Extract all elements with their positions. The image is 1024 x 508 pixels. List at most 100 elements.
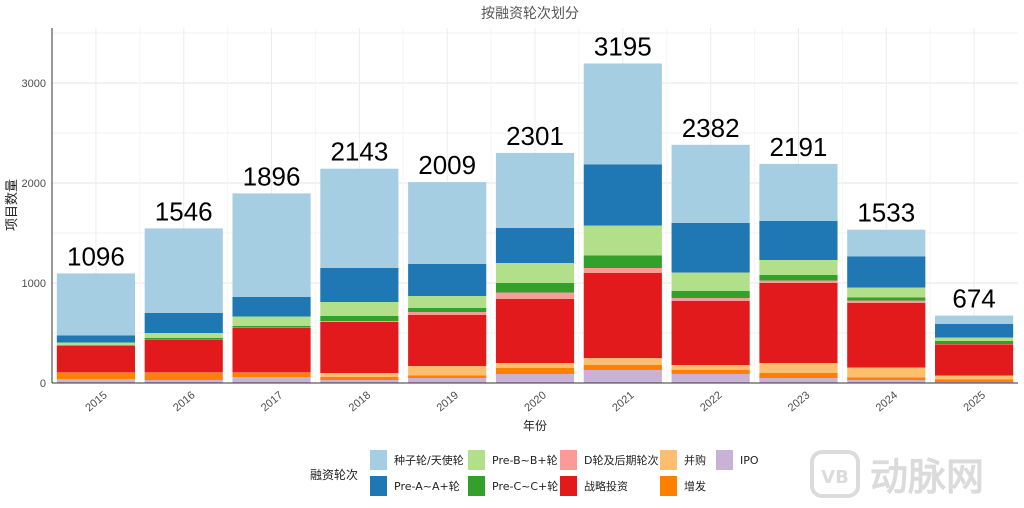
legend-label: 战略投资 — [584, 479, 628, 493]
bar-segment-2019-5 — [408, 308, 487, 312]
bar-segment-2025-8 — [935, 315, 1014, 324]
x-tick-label: 2016 — [171, 389, 197, 414]
x-tick-label: 2022 — [698, 389, 724, 414]
bar-segment-2015-3 — [56, 346, 135, 373]
watermark-logo: VB 动脉网 — [810, 450, 984, 499]
bar-segment-2015-1 — [56, 373, 135, 379]
bar-segment-2018-3 — [320, 322, 399, 373]
bar-segment-2019-2 — [408, 366, 487, 376]
bar-segment-2016-1 — [144, 373, 223, 380]
bar-segment-2019-6 — [408, 296, 487, 308]
bar-segment-2020-8 — [495, 152, 575, 228]
legend-label: IPO — [740, 454, 759, 467]
bar-segment-2016-2 — [144, 372, 223, 373]
bar-segment-2022-0 — [671, 374, 750, 383]
bar-segment-2018-2 — [320, 373, 399, 377]
watermark-icon — [810, 450, 860, 498]
y-tick-label: 2000 — [22, 178, 46, 190]
bar-segment-2023-0 — [759, 378, 838, 383]
bar-segment-2024-6 — [847, 287, 926, 298]
bar-segment-2017-2 — [232, 372, 311, 373]
bar-segment-2024-7 — [847, 256, 926, 288]
bar-segment-2017-3 — [232, 328, 311, 373]
bar-segment-2024-0 — [847, 380, 926, 383]
bar-segment-2019-0 — [408, 378, 487, 383]
bar-segment-2018-8 — [320, 168, 399, 268]
bar-segment-2021-2 — [583, 358, 662, 365]
bar-segment-2018-7 — [320, 268, 399, 302]
x-tick-label: 2019 — [435, 389, 461, 414]
legend-swatch — [560, 450, 577, 470]
bar-segment-2015-5 — [56, 345, 135, 346]
bar-segment-2017-8 — [232, 193, 311, 297]
bar-segment-2019-7 — [408, 264, 487, 296]
legend-swatch — [370, 450, 387, 470]
bar-segment-2022-5 — [671, 291, 750, 298]
bar-segment-2022-2 — [671, 365, 750, 370]
x-tick-label: 2018 — [347, 389, 373, 414]
bar-segment-2020-7 — [495, 228, 575, 263]
bar-segment-2016-3 — [144, 339, 223, 373]
legend-swatch — [560, 476, 577, 496]
bar-segment-2021-7 — [583, 164, 662, 226]
bar-segment-2020-3 — [495, 299, 575, 363]
x-tick-label: 2025 — [961, 389, 987, 414]
x-tick-label: 2015 — [83, 389, 109, 414]
bar-segment-2024-3 — [847, 303, 926, 368]
bar-segment-2024-5 — [847, 297, 926, 301]
total-label: 1533 — [857, 198, 915, 228]
bar-segment-2020-6 — [495, 263, 575, 283]
bar-segment-2016-5 — [144, 338, 223, 339]
bar-segment-2024-8 — [847, 229, 926, 257]
x-axis-label: 年份 — [523, 419, 547, 433]
legend: 融资轮次 种子轮/天使轮 Pre-A~A+轮 Pre-B~B+轮 Pre-C~C+轮 D… — [310, 450, 759, 496]
bar-segment-2017-0 — [232, 377, 311, 383]
bar-segment-2020-1 — [495, 368, 575, 374]
bar-segment-2016-4 — [144, 339, 223, 340]
bar-segment-2022-8 — [671, 144, 750, 223]
bar-segment-2019-8 — [408, 182, 487, 264]
total-label: 2009 — [418, 150, 476, 180]
legend-swatch — [468, 476, 485, 496]
bar-segment-2020-2 — [495, 363, 575, 368]
bar-segment-2021-1 — [583, 365, 662, 370]
bar-segment-2024-2 — [847, 367, 926, 378]
x-tick-label: 2021 — [610, 389, 636, 414]
legend-label: Pre-C~C+轮 — [492, 479, 558, 493]
bar-segment-2021-8 — [583, 63, 662, 165]
bar-segment-2015-8 — [56, 273, 135, 336]
x-tick-label: 2020 — [522, 389, 548, 414]
x-tick-label: 2017 — [259, 389, 285, 414]
bar-segment-2015-7 — [56, 335, 135, 343]
legend-label: 并购 — [684, 453, 706, 467]
legend-label: 增发 — [684, 479, 706, 493]
y-tick-label: 3000 — [22, 78, 46, 90]
legend-label: D轮及后期轮次 — [584, 453, 658, 467]
bar-segment-2023-2 — [759, 363, 838, 373]
bar-segment-2016-6 — [144, 333, 223, 338]
bar-segment-2017-5 — [232, 326, 311, 328]
bar-segment-2025-5 — [935, 341, 1014, 344]
bar-segment-2025-7 — [935, 324, 1014, 338]
bar-segment-2016-7 — [144, 313, 223, 333]
bar-segment-2015-4 — [56, 345, 135, 346]
bar-segment-2018-1 — [320, 377, 399, 380]
bar-segment-2020-5 — [495, 283, 575, 293]
total-label: 2191 — [770, 132, 828, 162]
bar-segment-2024-1 — [847, 377, 926, 380]
bar-segment-2022-1 — [671, 370, 750, 374]
bar-segment-2021-6 — [583, 225, 662, 256]
bar-segment-2022-6 — [671, 272, 750, 291]
legend-swatch — [660, 450, 677, 470]
x-tick-label: 2023 — [786, 389, 812, 414]
bar-segment-2021-3 — [583, 273, 662, 358]
bar-segment-2023-8 — [759, 163, 838, 221]
bar-segment-2025-2 — [935, 375, 1014, 380]
bar-segment-2016-8 — [144, 228, 223, 313]
total-label: 3195 — [594, 32, 652, 62]
y-axis-label: 项目数量 — [5, 179, 20, 231]
total-label: 674 — [952, 284, 995, 314]
bar-segment-2019-1 — [408, 375, 487, 378]
total-label: 2143 — [330, 137, 388, 167]
bar-segment-2022-3 — [671, 301, 750, 365]
